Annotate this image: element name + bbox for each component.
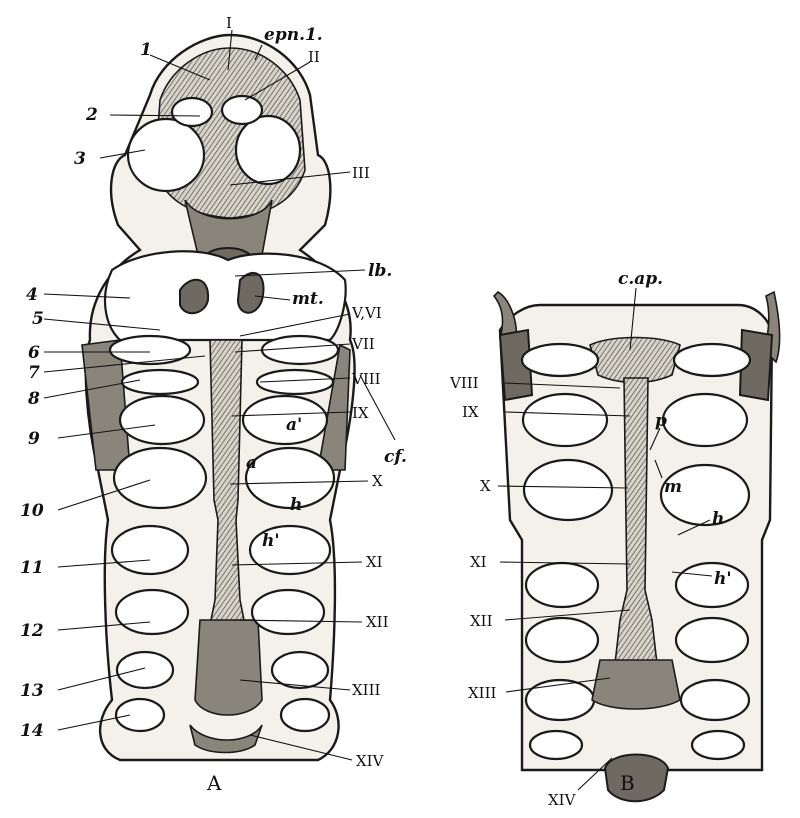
label-a: a	[246, 453, 257, 473]
label-XII: XII	[366, 613, 389, 631]
pelvic-block	[591, 659, 681, 710]
label-7: 7	[28, 363, 40, 383]
label-m: m	[664, 477, 682, 497]
label-b-X: X	[480, 477, 491, 495]
label-h: h	[290, 495, 302, 515]
label-6: 6	[28, 343, 40, 363]
tail-piece-a	[189, 724, 263, 754]
label-IX: IX	[352, 404, 369, 422]
label-cf: cf.	[384, 447, 407, 467]
sacrum-a	[194, 619, 263, 716]
label-4: 4	[26, 285, 38, 305]
leader-lines-b	[497, 287, 713, 791]
label-1: 1	[140, 40, 152, 60]
labels-figure-a: 1 2 3 4 5 6 7 8 9 10 11 12 13 14 I epn.1…	[20, 14, 407, 795]
label-b-VIII: VIII	[449, 374, 479, 392]
shoulder-block-right	[738, 328, 774, 402]
orbit-right	[234, 114, 302, 186]
label-13: 13	[20, 681, 44, 701]
hyoid-left	[179, 278, 210, 315]
label-b-h-prime: h'	[714, 569, 732, 589]
labels-figure-b: c.ap. VIII IX p X m h XI h' XII XIII XIV…	[449, 269, 732, 809]
label-h-prime: h'	[262, 531, 280, 551]
fenestrae-b	[520, 342, 752, 761]
label-III: III	[352, 164, 370, 182]
label-5: 5	[32, 309, 44, 329]
shoulder-block-left	[498, 328, 534, 402]
caption-b: B	[620, 771, 635, 795]
figure-a-skull-view	[81, 33, 356, 762]
orbit-left	[126, 117, 206, 193]
label-11: 11	[20, 558, 44, 578]
label-14: 14	[20, 721, 44, 741]
label-I: I	[226, 14, 232, 32]
fenestrae-a	[108, 334, 340, 733]
label-10: 10	[20, 501, 44, 521]
label-epn1: epn.1.	[264, 25, 323, 45]
anterior-cap	[589, 336, 681, 384]
label-b-XII: XII	[470, 612, 493, 630]
label-X: X	[372, 472, 383, 490]
label-b-XI: XI	[470, 553, 487, 571]
tail-piece-b	[603, 753, 670, 803]
nasal-left	[170, 96, 214, 128]
label-XIV: XIV	[356, 752, 385, 770]
label-V-VI: V,VI	[351, 304, 382, 322]
label-XI: XI	[366, 553, 383, 571]
leader-lines-a	[43, 29, 396, 761]
label-VIII: VIII	[351, 370, 381, 388]
label-2: 2	[85, 105, 98, 125]
label-b-IX: IX	[462, 403, 479, 421]
label-a-prime: a'	[286, 415, 302, 435]
nasal-right	[220, 94, 264, 126]
hyoid-right	[236, 272, 265, 314]
label-lb: lb.	[368, 261, 392, 281]
label-b-XIV: XIV	[548, 791, 577, 809]
label-XIII: XIII	[352, 681, 381, 699]
label-8: 8	[27, 389, 40, 409]
label-9: 9	[28, 429, 40, 449]
label-p: p	[655, 411, 667, 431]
label-b-h: h	[712, 509, 724, 529]
label-12: 12	[20, 621, 44, 641]
label-3: 3	[74, 149, 86, 169]
figure-b-carapace-view	[492, 290, 781, 803]
label-II: II	[308, 48, 320, 66]
label-b-XIII: XIII	[468, 684, 497, 702]
label-VII: VII	[351, 335, 375, 353]
label-mt: mt.	[292, 289, 324, 309]
label-c-ap: c.ap.	[618, 269, 663, 289]
caption-a: A	[206, 771, 222, 795]
